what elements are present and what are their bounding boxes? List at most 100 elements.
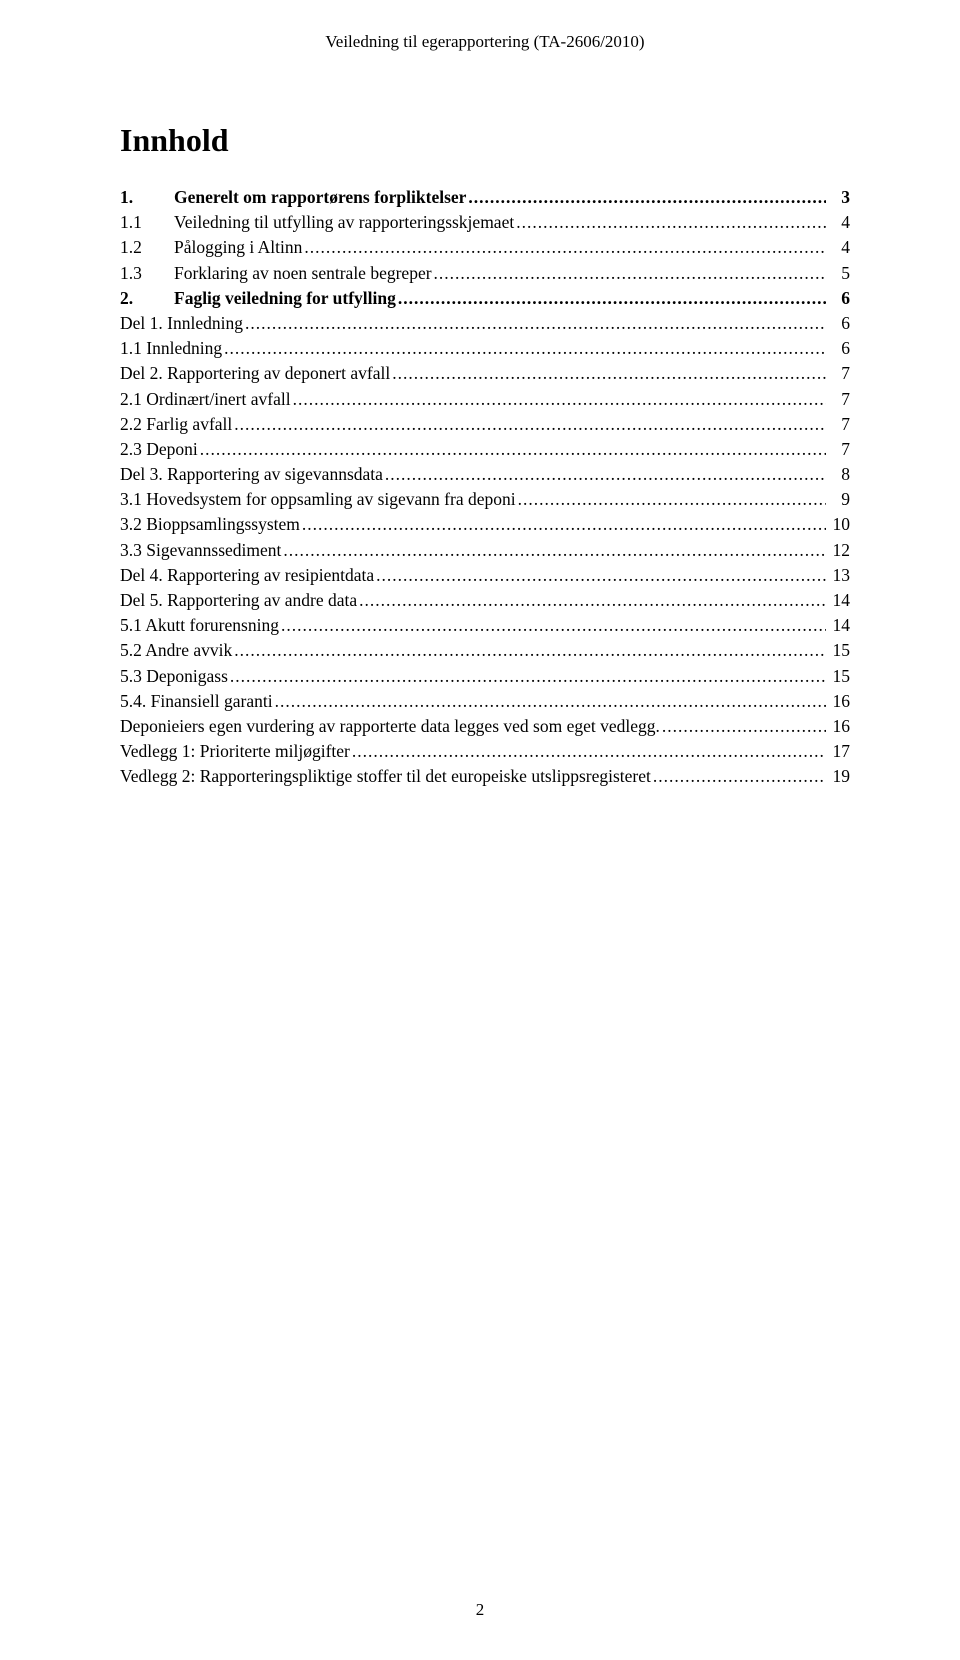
toc-entry-label: Vedlegg 1: Prioriterte miljøgifter <box>120 739 350 764</box>
toc-entry: 3.3 Sigevannssediment 12 <box>120 538 850 563</box>
toc-entry: 5.1 Akutt forurensning 14 <box>120 613 850 638</box>
toc-entry-label: Del 4. Rapportering av resipientdata <box>120 563 374 588</box>
toc-leader-dots <box>302 512 826 537</box>
toc-entry-label: Vedlegg 2: Rapporteringspliktige stoffer… <box>120 764 651 789</box>
toc-entry-page: 7 <box>828 412 850 437</box>
toc-entry: Del 4. Rapportering av resipientdata 13 <box>120 563 850 588</box>
toc-entry: Vedlegg 1: Prioriterte miljøgifter 17 <box>120 739 850 764</box>
toc-entry-page: 7 <box>828 387 850 412</box>
toc-leader-dots <box>392 361 826 386</box>
toc-leader-dots <box>376 563 826 588</box>
toc-entry-page: 8 <box>828 462 850 487</box>
toc-entry-label: 5.1 Akutt forurensning <box>120 613 279 638</box>
toc-leader-dots <box>359 588 826 613</box>
toc-entry-label: 3.1 Hovedsystem for oppsamling av sigeva… <box>120 487 516 512</box>
toc-entry: 1.1 Innledning 6 <box>120 336 850 361</box>
toc-entry-page: 14 <box>828 588 850 613</box>
toc-entry-number: 1.1 <box>120 210 174 235</box>
document-header: Veiledning til egerapportering (TA-2606/… <box>120 32 850 52</box>
toc-leader-dots <box>234 638 826 663</box>
toc-entry-page: 16 <box>828 689 850 714</box>
toc-entry: 5.4. Finansiell garanti 16 <box>120 689 850 714</box>
toc-entry-label: 2.3 Deponi <box>120 437 198 462</box>
toc-entry-label: Pålogging i Altinn <box>174 235 302 260</box>
toc-entry-page: 16 <box>828 714 850 739</box>
toc-entry-label: 1.1 Innledning <box>120 336 222 361</box>
toc-entry-page: 5 <box>828 261 850 286</box>
toc-leader-dots <box>230 664 826 689</box>
toc-leader-dots <box>234 412 826 437</box>
toc-leader-dots <box>385 462 826 487</box>
toc-leader-dots <box>468 185 826 210</box>
toc-leader-dots <box>398 286 826 311</box>
toc-leader-dots <box>293 387 826 412</box>
toc-entry-page: 12 <box>828 538 850 563</box>
toc-entry-number: 2. <box>120 286 174 311</box>
toc-entry: Del 2. Rapportering av deponert avfall 7 <box>120 361 850 386</box>
toc-entry: 1.3Forklaring av noen sentrale begreper5 <box>120 261 850 286</box>
toc-entry-label: Generelt om rapportørens forpliktelser <box>174 185 466 210</box>
toc-entry-page: 3 <box>828 185 850 210</box>
toc-entry-label: Veiledning til utfylling av rapportering… <box>174 210 514 235</box>
toc-leader-dots <box>200 437 826 462</box>
toc-entry-label: 5.4. Finansiell garanti <box>120 689 273 714</box>
toc-entry-number: 1. <box>120 185 174 210</box>
page-number: 2 <box>0 1600 960 1620</box>
toc-entry: Vedlegg 2: Rapporteringspliktige stoffer… <box>120 764 850 789</box>
toc-entry-label: 5.2 Andre avvik <box>120 638 232 663</box>
toc-leader-dots <box>275 689 826 714</box>
toc-entry-page: 9 <box>828 487 850 512</box>
toc-entry-label: 5.3 Deponigass <box>120 664 228 689</box>
toc-leader-dots <box>245 311 826 336</box>
toc-entry-label: 3.3 Sigevannssediment <box>120 538 281 563</box>
toc-entry-label: 3.2 Bioppsamlingssystem <box>120 512 300 537</box>
toc-leader-dots <box>434 261 826 286</box>
toc-leader-dots <box>662 714 826 739</box>
toc-entry-number: 1.3 <box>120 261 174 286</box>
toc-entry-page: 4 <box>828 235 850 260</box>
toc-entry-label: Del 1. Innledning <box>120 311 243 336</box>
toc-entry: 2.Faglig veiledning for utfylling 6 <box>120 286 850 311</box>
toc-entry-page: 19 <box>828 764 850 789</box>
toc-entry: 2.2 Farlig avfall 7 <box>120 412 850 437</box>
toc-entry-page: 14 <box>828 613 850 638</box>
toc-entry-number: 1.2 <box>120 235 174 260</box>
toc-title: Innhold <box>120 122 850 159</box>
toc-entry-label: Del 3. Rapportering av sigevannsdata <box>120 462 383 487</box>
toc-list: 1.Generelt om rapportørens forpliktelser… <box>120 185 850 790</box>
toc-entry-page: 17 <box>828 739 850 764</box>
toc-leader-dots <box>352 739 826 764</box>
toc-entry-label: 2.2 Farlig avfall <box>120 412 232 437</box>
toc-entry-page: 7 <box>828 361 850 386</box>
toc-entry: 1.Generelt om rapportørens forpliktelser… <box>120 185 850 210</box>
toc-entry: 5.2 Andre avvik 15 <box>120 638 850 663</box>
toc-entry: 2.3 Deponi 7 <box>120 437 850 462</box>
toc-entry: 5.3 Deponigass 15 <box>120 664 850 689</box>
toc-entry: Deponieiers egen vurdering av rapportert… <box>120 714 850 739</box>
toc-entry-page: 7 <box>828 437 850 462</box>
toc-leader-dots <box>283 538 826 563</box>
toc-entry: Del 3. Rapportering av sigevannsdata 8 <box>120 462 850 487</box>
toc-entry: 2.1 Ordinært/inert avfall 7 <box>120 387 850 412</box>
toc-entry: 3.1 Hovedsystem for oppsamling av sigeva… <box>120 487 850 512</box>
toc-entry-label: Deponieiers egen vurdering av rapportert… <box>120 714 660 739</box>
toc-entry-page: 6 <box>828 311 850 336</box>
toc-entry-page: 10 <box>828 512 850 537</box>
toc-entry: 1.2Pålogging i Altinn 4 <box>120 235 850 260</box>
toc-entry-page: 15 <box>828 638 850 663</box>
toc-entry-label: Del 2. Rapportering av deponert avfall <box>120 361 390 386</box>
toc-entry-page: 13 <box>828 563 850 588</box>
toc-entry-page: 6 <box>828 286 850 311</box>
toc-entry-page: 6 <box>828 336 850 361</box>
page-container: Veiledning til egerapportering (TA-2606/… <box>0 0 960 1660</box>
toc-leader-dots <box>224 336 826 361</box>
toc-entry-page: 15 <box>828 664 850 689</box>
toc-leader-dots <box>304 235 826 260</box>
toc-leader-dots <box>518 487 826 512</box>
toc-entry-label: Faglig veiledning for utfylling <box>174 286 396 311</box>
toc-entry-label: 2.1 Ordinært/inert avfall <box>120 387 291 412</box>
toc-entry: 3.2 Bioppsamlingssystem 10 <box>120 512 850 537</box>
toc-entry: Del 1. Innledning 6 <box>120 311 850 336</box>
toc-leader-dots <box>516 210 826 235</box>
toc-entry: 1.1Veiledning til utfylling av rapporter… <box>120 210 850 235</box>
